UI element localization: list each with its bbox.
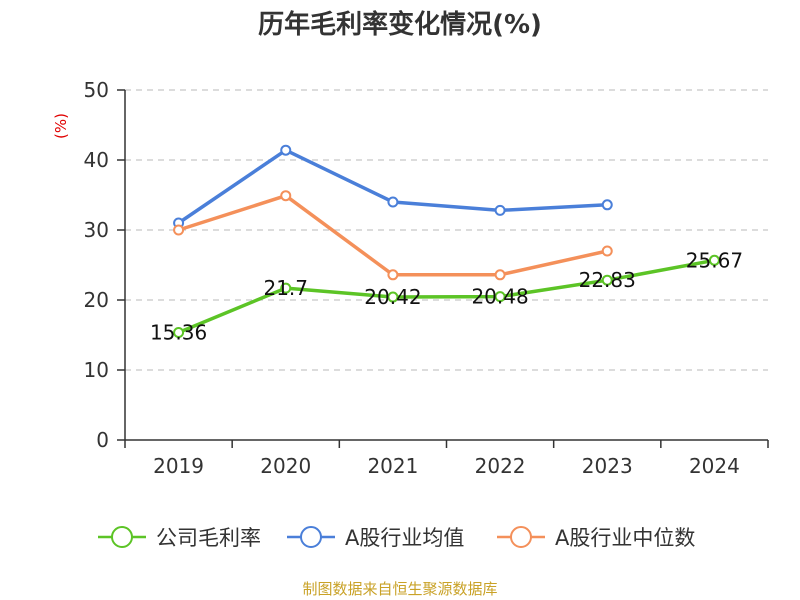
x-tick-label: 2019 [153, 454, 204, 478]
chart-title: 历年毛利率变化情况(%) [258, 9, 542, 40]
source-note: 制图数据来自恒生聚源数据库 [302, 580, 497, 598]
data-point [601, 274, 613, 286]
legend-item[interactable]: A股行业均值 [287, 526, 464, 550]
data-point [280, 144, 292, 156]
series-line [176, 148, 609, 225]
data-point [494, 291, 506, 303]
y-tick-label: 50 [84, 78, 109, 102]
x-tick-label: 2021 [367, 454, 418, 478]
series-lines [173, 144, 720, 338]
data-point [280, 190, 292, 202]
x-tick-label: 2024 [689, 454, 740, 478]
legend-symbol-marker [510, 526, 532, 548]
data-point [601, 245, 613, 257]
legend-label: A股行业均值 [345, 526, 464, 550]
data-label: 21.7 [263, 276, 308, 300]
data-point [173, 224, 185, 236]
legend-item[interactable]: A股行业中位数 [497, 526, 695, 550]
x-tick-label: 2023 [582, 454, 633, 478]
legend-label: 公司毛利率 [156, 526, 261, 550]
data-point [494, 269, 506, 281]
data-labels: 15.36 21.7 20.42 20.48 22.83 25.67 [150, 248, 743, 344]
data-point [173, 326, 185, 338]
series-line [176, 258, 717, 335]
data-label: 20.48 [471, 285, 528, 309]
data-point [280, 282, 292, 294]
data-label: 25.67 [686, 248, 743, 272]
y-tick-label: 30 [84, 218, 109, 242]
y-tick-label: 20 [84, 288, 109, 312]
y-tick-label: 10 [84, 358, 109, 382]
legend-item[interactable]: 公司毛利率 [98, 526, 261, 550]
legend-label: A股行业中位数 [555, 526, 695, 550]
data-point [387, 291, 399, 303]
data-point [387, 269, 399, 281]
data-point [387, 196, 399, 208]
data-label: 20.42 [364, 285, 421, 309]
axes: 0 10 20 30 40 50 2019 2020 2021 2022 2023 2024 [84, 78, 769, 478]
legend-symbol-marker [300, 526, 322, 548]
y-tick-label: 0 [96, 428, 109, 452]
legend: 公司毛利率 A股行业均值 A股行业中位数 [98, 526, 695, 550]
gridlines [125, 89, 768, 371]
data-label: 15.36 [150, 320, 207, 344]
y-axis-unit-label: (%) [52, 113, 70, 139]
data-point [494, 204, 506, 216]
x-tick-label: 2020 [260, 454, 311, 478]
x-tick-label: 2022 [475, 454, 526, 478]
legend-symbol-marker [111, 526, 133, 548]
y-tick-label: 40 [84, 148, 109, 172]
data-point [601, 199, 613, 211]
data-label: 22.83 [579, 268, 636, 292]
data-point [708, 254, 720, 266]
